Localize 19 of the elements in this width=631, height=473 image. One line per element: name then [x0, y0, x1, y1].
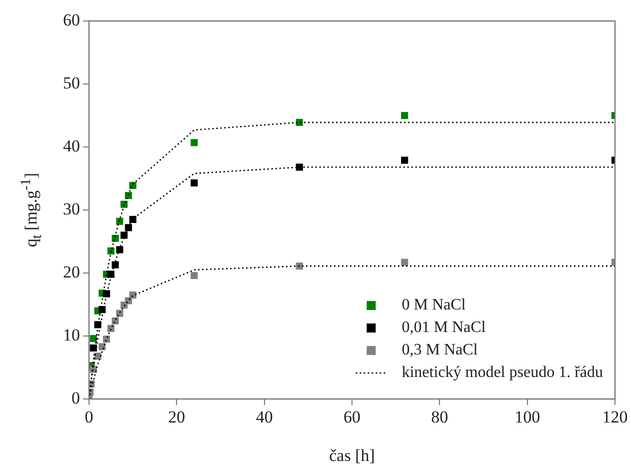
- legend-label: 0,3 M NaCl: [402, 342, 478, 359]
- y-tick-label: 10: [63, 325, 80, 344]
- y-tick-label: 40: [63, 136, 80, 156]
- x-tick-label: 80: [431, 408, 448, 427]
- x-tick-label: 60: [344, 408, 360, 427]
- y-tick-label: 20: [63, 262, 80, 282]
- y-tick-label: 30: [63, 199, 80, 218]
- x-axis-title: čas [h]: [329, 446, 375, 466]
- legend-label: 0,01 M NaCl: [402, 319, 486, 336]
- x-tick-label: 0: [84, 408, 94, 427]
- x-tick-label: 100: [514, 408, 540, 427]
- x-tick-label: 20: [168, 408, 186, 427]
- legend-label: kinetický model pseudo 1. řádu: [402, 364, 604, 382]
- x-tick-label: 120: [602, 408, 628, 427]
- y-tick-label: 50: [63, 73, 80, 92]
- y-tick-label: 60: [63, 10, 80, 30]
- legend-label: 0 M NaCl: [402, 296, 466, 314]
- x-tick-label: 40: [256, 408, 273, 427]
- y-tick-label: 0: [72, 388, 80, 408]
